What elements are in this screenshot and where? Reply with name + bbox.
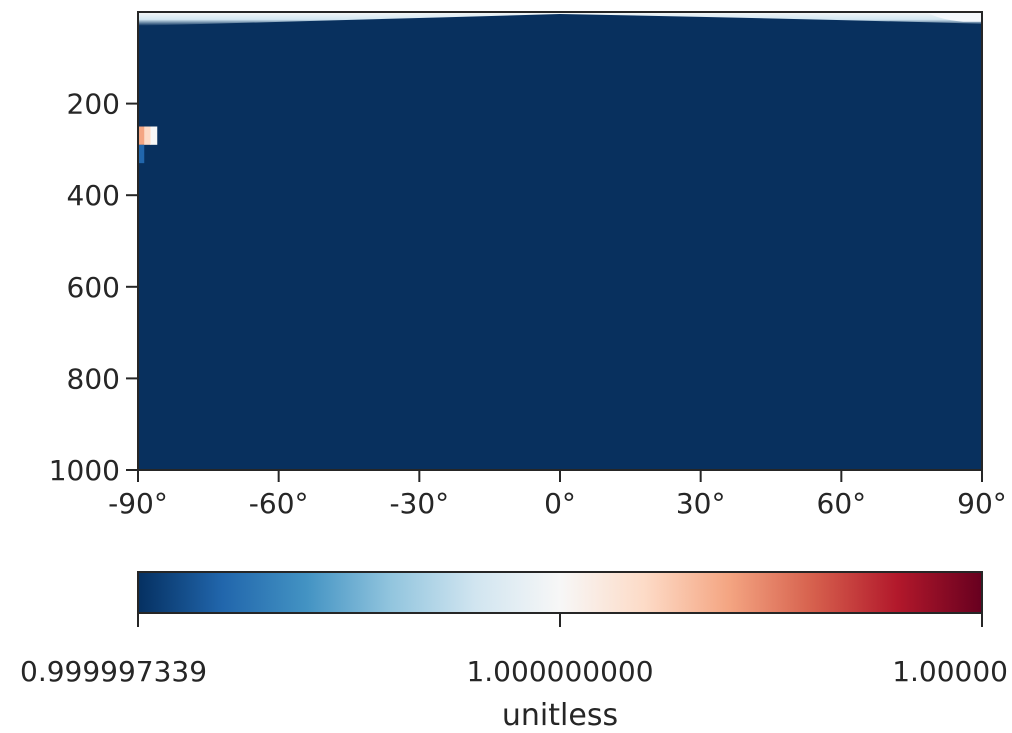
plot-area (137, 11, 983, 471)
y-axis: 200 400 600 800 1000 (49, 88, 138, 487)
y-tick-label: 1000 (49, 454, 120, 487)
anomaly-cells (138, 126, 158, 164)
anomaly-cell (138, 144, 145, 164)
colorbar-tick-label: 1.000000000 (466, 655, 653, 688)
x-axis: -90° -60° -30° 0° 30° 60° 90° (108, 470, 1007, 520)
colorbar-ticks: 0.999997339 1.000000000 1.00000 (20, 613, 1008, 688)
x-tick-label: -30° (389, 487, 449, 520)
anomaly-cell (150, 126, 158, 145)
colorbar: 0.999997339 1.000000000 1.00000 unitless (20, 571, 1008, 733)
surface-band-right-edge (925, 12, 982, 22)
anomaly-cell (138, 126, 145, 145)
y-tick-label: 600 (67, 271, 120, 304)
x-tick-label: 30° (676, 487, 726, 520)
y-tick-label: 200 (67, 88, 120, 121)
heatmap-background (138, 12, 982, 470)
anomaly-cell (144, 126, 152, 145)
x-tick-label: 60° (817, 487, 867, 520)
colorbar-tick-label: 0.999997339 (20, 655, 207, 688)
x-tick-label: -90° (108, 487, 168, 520)
x-tick-label: 90° (957, 487, 1007, 520)
x-tick-label: -60° (249, 487, 309, 520)
colorbar-label: unitless (502, 698, 618, 733)
x-tick-label: 0° (544, 487, 576, 520)
y-tick-label: 400 (67, 179, 120, 212)
y-tick-label: 800 (67, 362, 120, 395)
colorbar-tick-label: 1.00000 (892, 655, 1008, 688)
colorbar-gradient (137, 571, 983, 614)
surface-band (138, 12, 982, 26)
